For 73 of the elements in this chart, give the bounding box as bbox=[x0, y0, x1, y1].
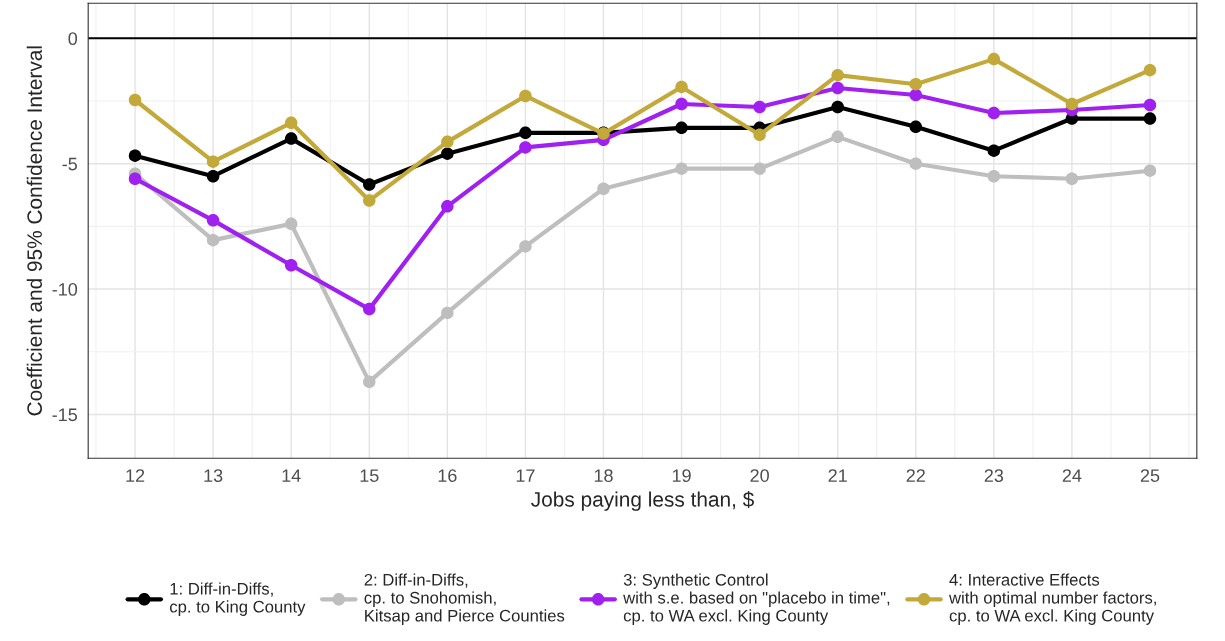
point bbox=[1065, 97, 1079, 111]
point bbox=[831, 81, 844, 95]
point bbox=[1143, 98, 1157, 112]
point bbox=[987, 52, 1001, 66]
point bbox=[753, 100, 766, 114]
x-tick-label: 16 bbox=[438, 469, 457, 482]
point bbox=[909, 88, 923, 102]
point bbox=[987, 144, 1001, 157]
point bbox=[441, 306, 454, 320]
point bbox=[519, 141, 532, 154]
legend-label: 1: Diff-in-Diffs, cp. to King County bbox=[169, 582, 306, 616]
y-axis-title: Coefficient and 95% Confidence Interval bbox=[26, 46, 43, 416]
point bbox=[206, 169, 220, 183]
point bbox=[284, 217, 298, 231]
point bbox=[1143, 63, 1157, 77]
point bbox=[284, 132, 298, 145]
y-tick-label: -10 bbox=[52, 282, 78, 296]
point bbox=[206, 233, 220, 247]
y-tick-label: -5 bbox=[62, 157, 78, 171]
x-tick-label: 20 bbox=[750, 469, 769, 482]
x-tick-label: 23 bbox=[984, 469, 1004, 482]
point bbox=[206, 155, 220, 168]
point bbox=[675, 80, 688, 94]
x-tick-label: 22 bbox=[906, 469, 925, 482]
point bbox=[363, 375, 376, 389]
point bbox=[753, 128, 766, 142]
point bbox=[363, 178, 376, 191]
point bbox=[128, 172, 142, 185]
point bbox=[675, 162, 688, 175]
point bbox=[597, 182, 610, 196]
point bbox=[128, 149, 142, 162]
point bbox=[441, 200, 454, 213]
point bbox=[831, 68, 844, 82]
point bbox=[284, 116, 298, 130]
point bbox=[987, 106, 1001, 120]
point bbox=[128, 93, 142, 107]
legend-label: 3: Synthetic Control with s.e. based on "placebo in time", cp. to WA excl. King County bbox=[623, 573, 890, 625]
point bbox=[831, 100, 844, 114]
x-tick-label: 18 bbox=[594, 469, 613, 482]
point bbox=[441, 135, 454, 149]
x-tick-label: 24 bbox=[1062, 469, 1082, 482]
x-tick-label: 21 bbox=[828, 469, 847, 482]
x-tick-label: 13 bbox=[204, 469, 223, 482]
point bbox=[909, 77, 923, 91]
point bbox=[1065, 172, 1079, 185]
x-tick-label: 15 bbox=[360, 469, 379, 482]
point bbox=[1143, 164, 1157, 177]
x-tick-label: 19 bbox=[672, 469, 691, 482]
y-tick-label: 0 bbox=[68, 32, 78, 46]
legend-label: 2: Diff-in-Diffs, cp. to Snohomish, Kitsap and Pierce Counties bbox=[364, 573, 565, 625]
point bbox=[363, 194, 376, 207]
legend-label: 4: Interactive Effects with optimal number factors, cp. to WA excl. King County bbox=[948, 573, 1156, 625]
point bbox=[909, 157, 923, 170]
point bbox=[753, 162, 766, 175]
point bbox=[675, 121, 688, 135]
point bbox=[363, 302, 376, 316]
y-tick-label: -15 bbox=[52, 408, 78, 422]
point bbox=[441, 147, 454, 160]
point bbox=[909, 120, 923, 134]
point bbox=[206, 214, 220, 227]
point bbox=[519, 126, 532, 140]
point bbox=[1143, 112, 1157, 125]
x-tick-label: 12 bbox=[126, 469, 145, 482]
point bbox=[675, 97, 688, 111]
point bbox=[519, 89, 532, 103]
point bbox=[987, 169, 1001, 183]
x-tick-label: 14 bbox=[282, 469, 301, 482]
point bbox=[284, 258, 298, 272]
x-axis-title: Jobs paying less than, $ bbox=[531, 491, 754, 511]
x-tick-label: 25 bbox=[1140, 469, 1160, 482]
point bbox=[519, 240, 532, 253]
point bbox=[831, 130, 844, 144]
x-tick-label: 17 bbox=[516, 469, 535, 482]
